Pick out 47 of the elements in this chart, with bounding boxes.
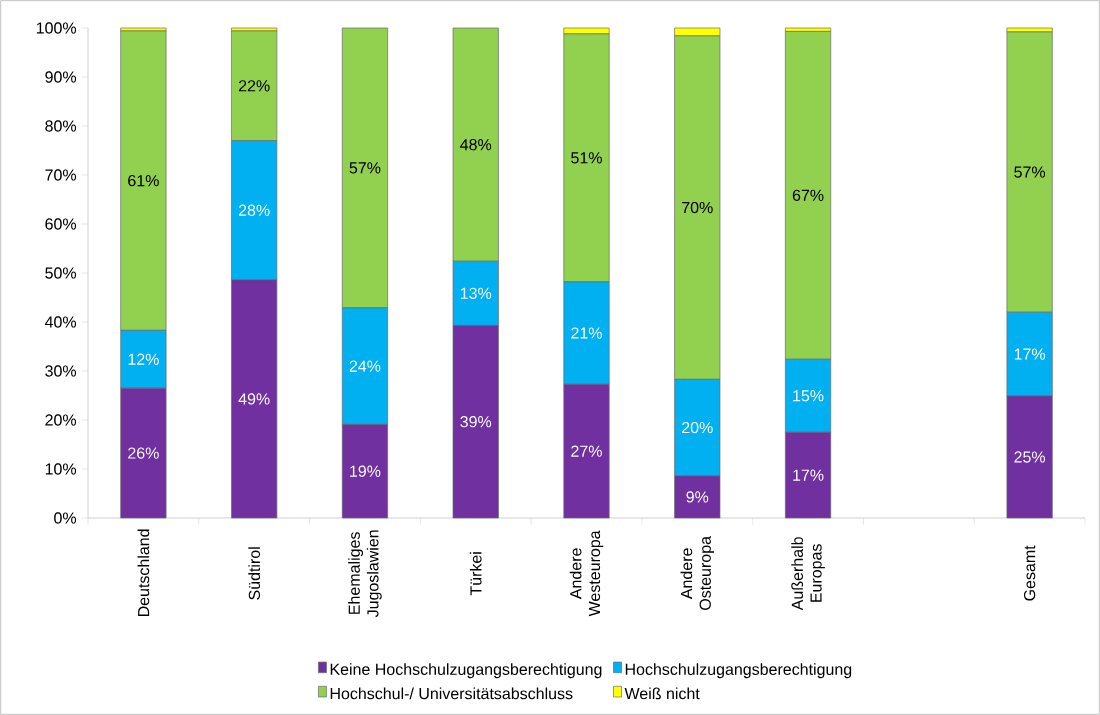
y-tick-label: 60% (45, 218, 77, 230)
x-tick-label: Deutschland (137, 529, 150, 617)
y-tick-label: 70% (45, 169, 77, 181)
data-label: 27% (571, 445, 602, 457)
legend-label: Keine Hochschulzugangsberechtigung (330, 663, 602, 679)
legend-label: Weiß nicht (624, 687, 700, 700)
data-label: 25% (1014, 451, 1046, 463)
x-tick-label: Andere Westeuropa (569, 530, 604, 617)
y-tick-label: 100% (36, 22, 77, 34)
data-label: 28% (238, 204, 270, 216)
x-tick-label: Ehemaliges Jugoslawien (348, 530, 382, 618)
y-tick-label: 10% (45, 463, 77, 475)
data-label: 15% (793, 390, 824, 402)
legend-label: Hochschul-/ Universitätsabschluss (330, 687, 573, 700)
data-label: 17% (1014, 348, 1046, 360)
x-tick-label: Südtirol (248, 547, 261, 600)
data-label: 57% (1014, 166, 1046, 178)
y-tick-label: 90% (45, 71, 77, 83)
data-label: 39% (460, 416, 492, 428)
data-label: 12% (128, 353, 159, 365)
data-label: 67% (792, 189, 824, 201)
data-label: 22% (238, 80, 270, 92)
data-label: 13% (460, 287, 492, 299)
x-tick-label: Gesamt (1023, 545, 1036, 601)
data-label: 9% (686, 491, 709, 503)
data-label: 20% (682, 421, 713, 434)
data-label: 57% (349, 162, 381, 174)
y-tick-label: 30% (45, 365, 77, 377)
data-label: 70% (682, 201, 713, 214)
legend-label: Hochschulzugangsberechtigung (625, 663, 852, 679)
data-label: 17% (793, 469, 824, 481)
y-tick-label: 40% (44, 316, 77, 328)
data-label: 24% (349, 360, 381, 372)
x-tick-label: Andere Osteuropa (680, 536, 715, 610)
data-label: 19% (350, 465, 381, 477)
data-label: 61% (128, 174, 159, 187)
x-tick-label: Türkei (469, 552, 482, 596)
data-label: 49% (238, 393, 270, 405)
data-label: 26% (128, 447, 159, 459)
y-tick-label: 0% (54, 512, 77, 524)
data-label: 21% (571, 327, 602, 339)
y-tick-label: 50% (45, 267, 77, 279)
data-label: 51% (571, 152, 602, 164)
x-tick-label: Außerhalb Europas (791, 537, 825, 611)
y-tick-label: 20% (45, 414, 77, 426)
y-tick-label: 80% (45, 120, 77, 132)
data-label: 48% (460, 138, 492, 151)
